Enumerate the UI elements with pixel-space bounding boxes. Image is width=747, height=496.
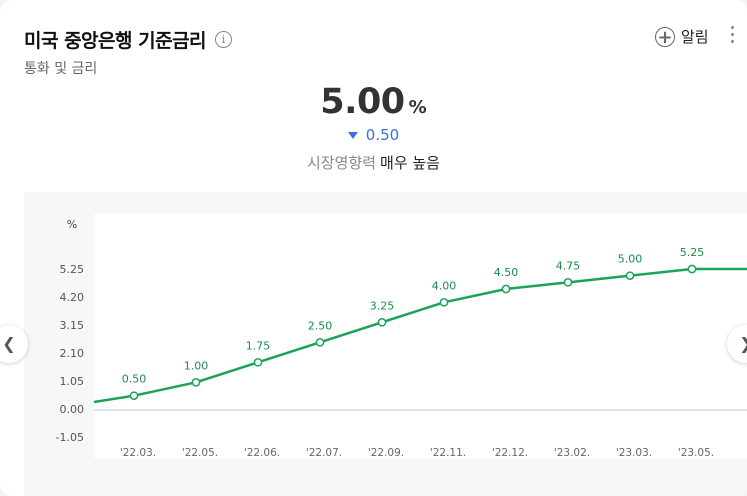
market-impact: 시장영향력 매우 높음 [0, 152, 747, 173]
y-tick-label: 4.20 [60, 291, 85, 304]
impact-label: 시장영향력 [307, 154, 377, 172]
rate-line-chart: % 5.25 4.20 3.15 2.10 1.05 0.00 -1.05 '22.03. '22… [56, 214, 747, 459]
alarm-button[interactable]: + 알림 [655, 26, 709, 47]
data-label: 5.00 [618, 253, 643, 266]
data-label: 2.50 [308, 319, 333, 332]
triangle-down-icon [347, 132, 358, 139]
data-point [625, 271, 635, 281]
plot-background [94, 214, 747, 458]
data-label: 4.75 [556, 259, 581, 272]
category-subtitle: 통화 및 금리 [24, 61, 98, 77]
y-tick-label: -1.05 [56, 431, 84, 444]
data-label: 0.50 [122, 373, 147, 386]
page-title: 미국 중앙은행 기준금리 [24, 30, 207, 52]
data-point [253, 357, 263, 367]
change-indicator: 0.50 [0, 126, 747, 144]
x-tick-label: '22.07. [306, 447, 342, 459]
data-label: 1.00 [184, 359, 209, 372]
alarm-label: 알림 [681, 28, 709, 46]
x-tick-label: '22.09. [368, 447, 404, 459]
data-label: 4.50 [494, 266, 519, 279]
data-label: 3.25 [370, 299, 395, 312]
data-label: 1.75 [246, 339, 271, 352]
data-point [687, 264, 697, 274]
plus-circle-icon: + [655, 26, 675, 47]
y-axis-title: % [67, 218, 77, 231]
y-tick-label: 1.05 [60, 375, 85, 388]
impact-value: 매우 높음 [380, 154, 440, 172]
x-tick-label: '22.12. [492, 447, 528, 459]
current-value: 5.00% [0, 82, 747, 122]
rate-series-line [93, 267, 747, 404]
data-point [129, 391, 139, 401]
change-value: 0.50 [365, 126, 400, 144]
data-point [563, 277, 573, 287]
x-tick-label: '22.03. [120, 447, 156, 459]
x-tick-label: '22.06. [244, 447, 280, 459]
info-icon[interactable]: i [215, 31, 233, 48]
x-tick-label: '23.03. [616, 447, 652, 459]
rate-unit: % [408, 97, 427, 118]
y-tick-label: 3.15 [60, 319, 85, 332]
rate-value: 5.00 [320, 82, 405, 122]
x-tick-label: '23.05. [678, 447, 714, 459]
y-tick-label: 2.10 [60, 347, 85, 360]
vertical-ellipsis-icon[interactable] [730, 26, 736, 46]
data-label: 5.25 [680, 246, 705, 259]
x-tick-label: '22.11. [430, 447, 466, 459]
data-label: 4.00 [432, 279, 457, 292]
chart-area: % 5.25 4.20 3.15 2.10 1.05 0.00 -1.05 '22.03. '22… [24, 192, 747, 496]
x-tick-label: '22.05. [182, 447, 218, 459]
title-row: 미국 중앙은행 기준금리 i [24, 26, 233, 53]
y-tick-label: 5.25 [60, 263, 85, 276]
data-point [377, 317, 387, 327]
data-point [191, 377, 201, 387]
chevron-right-icon[interactable]: ❯ [727, 325, 747, 363]
data-point [439, 297, 449, 307]
x-tick-label: '23.02. [554, 447, 590, 459]
data-point [501, 284, 511, 294]
y-tick-label: 0.00 [60, 403, 85, 416]
chevron-left-icon[interactable]: ❮ [0, 325, 28, 363]
data-point [315, 337, 325, 347]
